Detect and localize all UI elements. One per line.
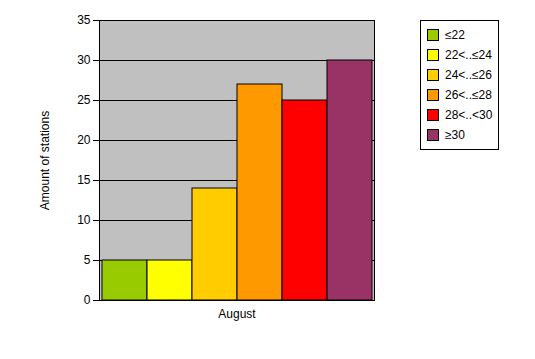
- html-text:≥30: ≥30: [445, 128, 465, 142]
- html-text:24<..≤26: 24<..≤26: [445, 68, 492, 82]
- svg-text:0: 0: [84, 293, 91, 307]
- svg-text:Amount of stations: Amount of stations: [38, 111, 52, 210]
- html-text:28<..<30: 28<..<30: [445, 108, 493, 122]
- html-text:≤22: ≤22: [445, 28, 465, 42]
- svg-text:August: August: [218, 307, 256, 321]
- svg-text:25: 25: [77, 93, 91, 107]
- svg-text:10: 10: [77, 213, 91, 227]
- svg-text:15: 15: [77, 173, 91, 187]
- svg-text:5: 5: [84, 253, 91, 267]
- svg-text:35: 35: [77, 13, 91, 27]
- svg-text:30: 30: [77, 53, 91, 67]
- svg-text:20: 20: [77, 133, 91, 147]
- html-text:26<..≤28: 26<..≤28: [445, 88, 492, 102]
- html-text:22<..≤24: 22<..≤24: [445, 48, 492, 62]
